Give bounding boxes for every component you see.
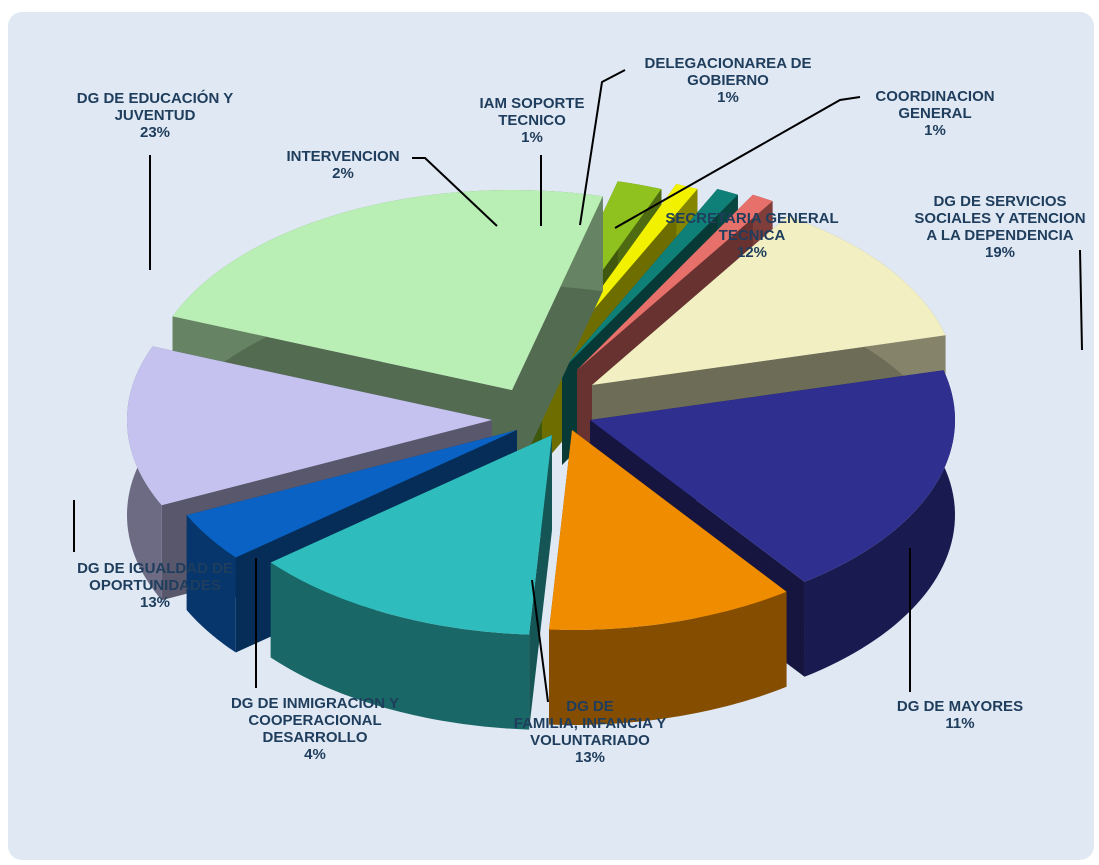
slice-label-line: INTERVENCION [286,148,400,165]
leader-line [531,579,549,703]
slice-percent: 4% [304,746,326,763]
slice-percent: 13% [139,594,171,611]
slice-label-line: SECRETARIA GENERAL [665,210,839,227]
leader-line [1079,249,1083,351]
slice-label: DG DE EDUCACIÓN Y JUVENTUD 23% [77,90,233,141]
slice-label: DELEGACIONAREA DE GOBIERNO 1% [645,55,812,106]
slice-side [270,562,530,730]
slice-label: IAM SOPORTE TECNICO 1% [479,95,584,146]
slice-percent: 1% [717,89,739,106]
slice-label: INTERVENCION 2% [286,148,399,182]
slice-percent: 11% [945,715,975,732]
leader-line [579,69,626,226]
slice-label: DG DE FAMILIA, INFANCIA Y VOLUNTARIADO 13% [514,698,667,766]
leader-line [614,96,861,229]
slice-label-line: TECNICA [718,227,786,244]
slice-label-line: A LA DEPENDENCIA [926,227,1074,244]
slice-top [577,194,773,370]
slice-percent: 12% [736,244,768,261]
slice-label-line: DG DE [566,698,614,715]
slice-side [186,515,236,653]
slice-label-line: GENERAL [898,105,972,122]
slice-percent: 19% [984,244,1016,261]
slice-percent: 23% [139,124,171,141]
slice-label-line: OPORTUNIDADES [89,577,221,594]
slice-label-line: TECNICO [498,112,566,129]
slice-top [549,430,787,630]
slice-label: DG DE INMIGRACION Y COOPERACIONAL DESARROL… [231,695,399,763]
slice-label: COORDINACION GENERAL 1% [875,88,994,139]
slice-top [127,346,493,506]
slice-label: DG DE SERVICIOS SOCIALES Y ATENCION A LA D… [914,193,1085,261]
slice-2 [270,435,552,730]
slice-label-line: JUVENTUD [114,107,196,124]
slice-label: SECRETARIA GENERAL TECNICA 12% [665,210,838,261]
slice-label-line: GOBIERNO [687,72,769,89]
slice-label-line: COORDINACION [875,88,995,105]
slice-label-line: DG DE MAYORES [896,698,1024,715]
slice-label-line: DG DE SERVICIOS [933,193,1067,210]
slice-percent: 1% [924,122,946,139]
leader-line [412,157,498,227]
slice-label-line: DG DE EDUCACIÓN Y [76,90,234,107]
slice-top [592,216,946,385]
slice-label: DG DE MAYORES 11% [897,698,1023,732]
slice-side [804,370,955,677]
slice-label-line: VOLUNTARIADO [530,732,650,749]
slice-1 [549,430,787,725]
slice-top [270,435,552,635]
slice-label-line: SOCIALES Y ATENCION [914,210,1086,227]
slice-label-line: COOPERACIONAL [248,712,382,729]
slice-label-line: DG DE IGUALDAD DE [77,560,233,577]
slice-top [562,189,738,370]
slice-label-line: DESARROLLO [262,729,368,746]
slice-top [172,190,603,390]
slice-label-line: DELEGACIONAREA DE [644,55,812,72]
slice-label-line: IAM SOPORTE [479,95,585,112]
slice-label: DG DE IGUALDAD DE OPORTUNIDADES 13% [77,560,233,611]
slice-top [186,430,517,558]
slice-label-line: FAMILIA, INFANCIA Y [513,715,667,732]
slice-percent: 2% [332,165,354,182]
slice-percent: 1% [521,129,543,146]
slice-side [186,430,517,611]
slice-label-line: DG DE INMIGRACION Y [230,695,400,712]
slice-side [549,591,787,725]
slice-percent: 13% [574,749,606,766]
slice-top [590,370,955,582]
